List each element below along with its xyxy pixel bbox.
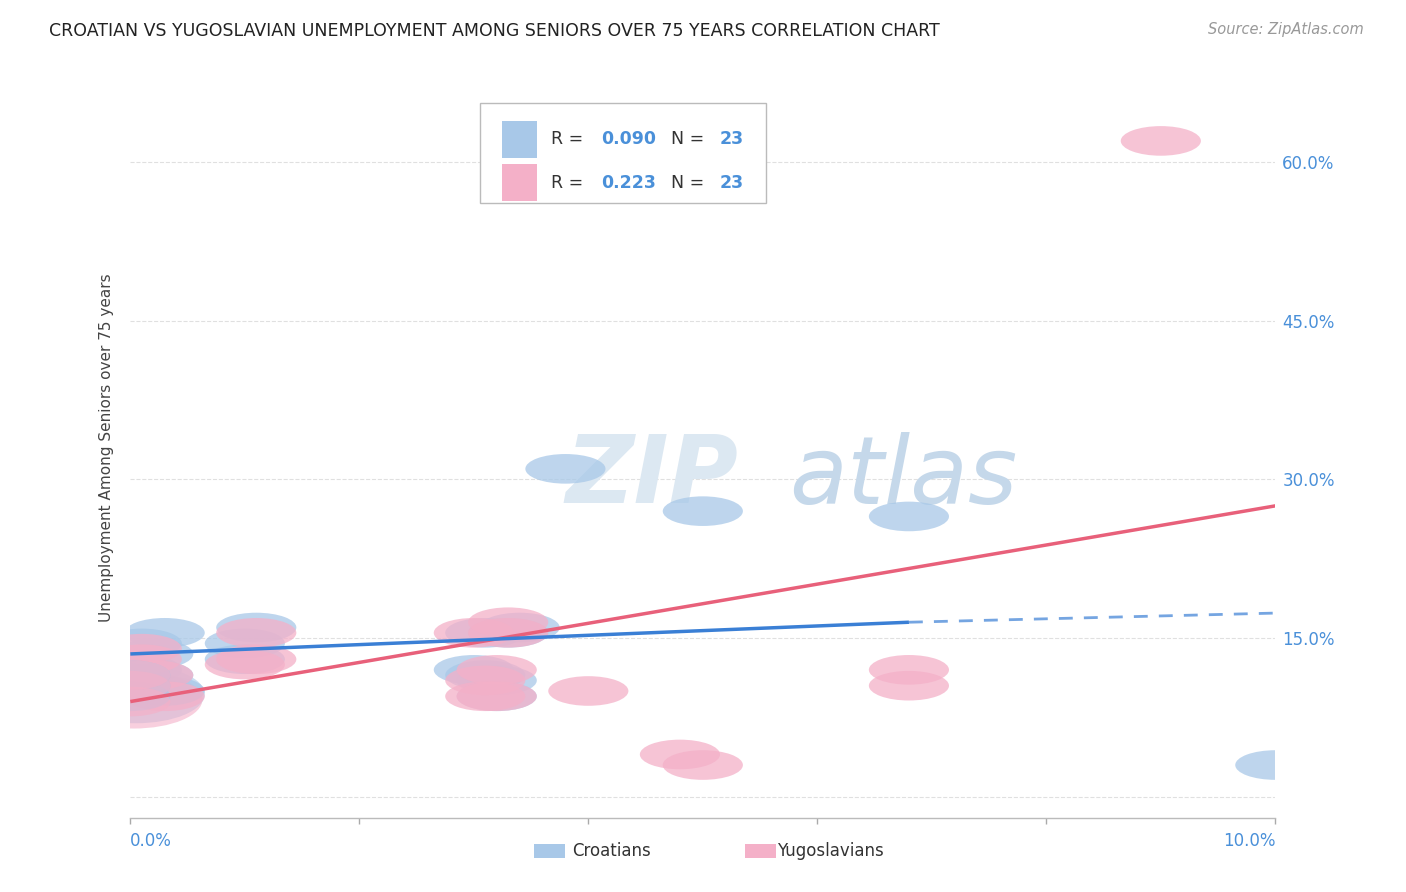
Ellipse shape: [101, 629, 181, 658]
Ellipse shape: [457, 655, 537, 685]
Text: N =: N =: [671, 130, 710, 148]
Ellipse shape: [662, 496, 742, 526]
Text: 10.0%: 10.0%: [1223, 832, 1275, 850]
Text: 23: 23: [720, 174, 744, 192]
Ellipse shape: [217, 644, 297, 674]
Text: Source: ZipAtlas.com: Source: ZipAtlas.com: [1208, 22, 1364, 37]
Ellipse shape: [468, 607, 548, 637]
Ellipse shape: [434, 655, 515, 685]
Text: Croatians: Croatians: [572, 842, 651, 860]
Ellipse shape: [457, 681, 537, 711]
Text: 0.090: 0.090: [600, 130, 657, 148]
Text: R =: R =: [551, 130, 588, 148]
Text: 23: 23: [720, 130, 744, 148]
Ellipse shape: [662, 750, 742, 780]
Ellipse shape: [125, 681, 205, 711]
Ellipse shape: [434, 618, 515, 648]
Ellipse shape: [446, 681, 526, 711]
Ellipse shape: [125, 618, 205, 648]
Text: 0.223: 0.223: [600, 174, 655, 192]
Ellipse shape: [446, 618, 526, 648]
Ellipse shape: [468, 618, 548, 648]
Text: atlas: atlas: [789, 432, 1017, 523]
Ellipse shape: [217, 618, 297, 648]
Ellipse shape: [90, 687, 170, 716]
Ellipse shape: [1121, 126, 1201, 156]
Ellipse shape: [101, 634, 181, 664]
Text: ZIP: ZIP: [565, 432, 738, 524]
Ellipse shape: [112, 640, 193, 669]
Ellipse shape: [205, 649, 285, 680]
Ellipse shape: [446, 660, 526, 690]
Ellipse shape: [101, 655, 181, 685]
Ellipse shape: [90, 671, 170, 700]
Text: R =: R =: [551, 174, 588, 192]
Ellipse shape: [101, 644, 181, 674]
Ellipse shape: [479, 613, 560, 642]
Ellipse shape: [90, 660, 170, 690]
Y-axis label: Unemployment Among Seniors over 75 years: Unemployment Among Seniors over 75 years: [100, 273, 114, 622]
FancyBboxPatch shape: [479, 103, 766, 203]
Text: N =: N =: [671, 174, 710, 192]
Ellipse shape: [457, 665, 537, 695]
Ellipse shape: [526, 454, 606, 483]
Ellipse shape: [869, 655, 949, 685]
Ellipse shape: [67, 665, 205, 723]
Ellipse shape: [65, 671, 202, 729]
Ellipse shape: [869, 501, 949, 532]
Bar: [502, 164, 537, 202]
Ellipse shape: [90, 671, 170, 700]
Ellipse shape: [90, 660, 170, 690]
Ellipse shape: [205, 629, 285, 658]
Ellipse shape: [457, 681, 537, 711]
Ellipse shape: [217, 613, 297, 642]
Ellipse shape: [112, 660, 193, 690]
Ellipse shape: [548, 676, 628, 706]
Ellipse shape: [205, 644, 285, 674]
Text: 0.0%: 0.0%: [131, 832, 172, 850]
Ellipse shape: [90, 681, 170, 711]
Ellipse shape: [468, 618, 548, 648]
Ellipse shape: [640, 739, 720, 769]
Ellipse shape: [446, 665, 526, 695]
Ellipse shape: [112, 660, 193, 690]
Ellipse shape: [125, 676, 205, 706]
Ellipse shape: [1236, 750, 1316, 780]
Bar: [502, 121, 537, 158]
Ellipse shape: [869, 671, 949, 700]
Text: CROATIAN VS YUGOSLAVIAN UNEMPLOYMENT AMONG SENIORS OVER 75 YEARS CORRELATION CHA: CROATIAN VS YUGOSLAVIAN UNEMPLOYMENT AMO…: [49, 22, 941, 40]
Text: Yugoslavians: Yugoslavians: [778, 842, 884, 860]
